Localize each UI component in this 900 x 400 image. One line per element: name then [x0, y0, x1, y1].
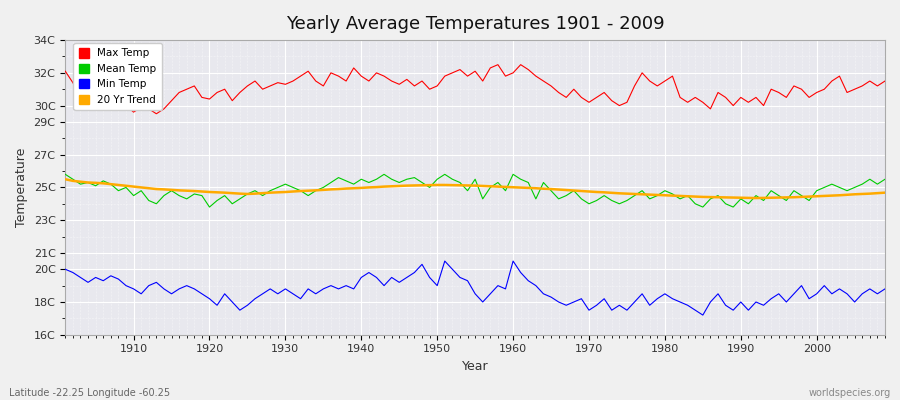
Legend: Max Temp, Mean Temp, Min Temp, 20 Yr Trend: Max Temp, Mean Temp, Min Temp, 20 Yr Tre… — [74, 43, 162, 110]
Text: Latitude -22.25 Longitude -60.25: Latitude -22.25 Longitude -60.25 — [9, 388, 170, 398]
Text: worldspecies.org: worldspecies.org — [809, 388, 891, 398]
Title: Yearly Average Temperatures 1901 - 2009: Yearly Average Temperatures 1901 - 2009 — [286, 15, 664, 33]
X-axis label: Year: Year — [462, 360, 489, 373]
Y-axis label: Temperature: Temperature — [15, 148, 28, 227]
